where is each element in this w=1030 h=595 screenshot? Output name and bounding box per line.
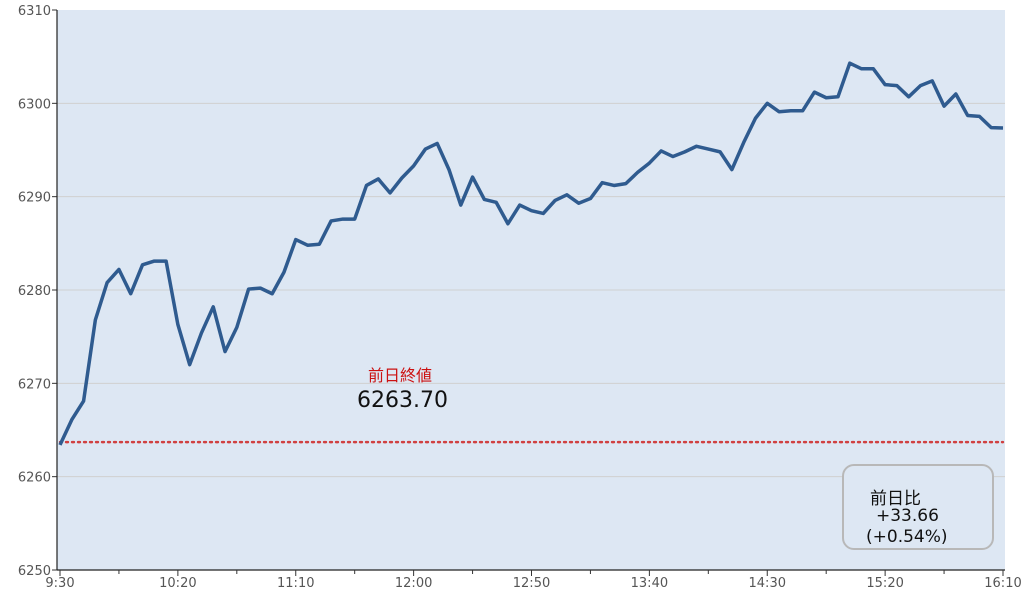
x-tick-label: 9:30 — [45, 576, 74, 591]
change-annotation: 前日比 +33.66 (+0.54%) — [842, 464, 994, 550]
y-tick-label: 6270 — [18, 377, 51, 392]
reference-value: 6263.70 — [357, 388, 448, 413]
change-value: +33.66 — [876, 506, 939, 526]
x-tick-label: 16:10 — [984, 576, 1021, 591]
y-tick-label: 6300 — [18, 97, 51, 112]
y-tick-label: 6250 — [18, 564, 51, 579]
y-tick-label: 6310 — [18, 4, 51, 19]
x-tick-label: 15:20 — [866, 576, 903, 591]
x-tick-label: 14:30 — [749, 576, 786, 591]
y-tick-label: 6280 — [18, 284, 51, 299]
x-tick-label: 12:00 — [395, 576, 432, 591]
x-tick-label: 13:40 — [631, 576, 668, 591]
reference-label: 前日終値 — [367, 366, 432, 385]
y-tick-label: 6260 — [18, 471, 51, 486]
x-tick-label: 11:10 — [277, 576, 314, 591]
x-tick-label: 12:50 — [513, 576, 550, 591]
change-label: 前日比 — [870, 489, 921, 509]
x-tick-label: 10:20 — [159, 576, 196, 591]
y-tick-label: 6290 — [18, 191, 51, 206]
change-percent: (+0.54%) — [866, 527, 948, 547]
